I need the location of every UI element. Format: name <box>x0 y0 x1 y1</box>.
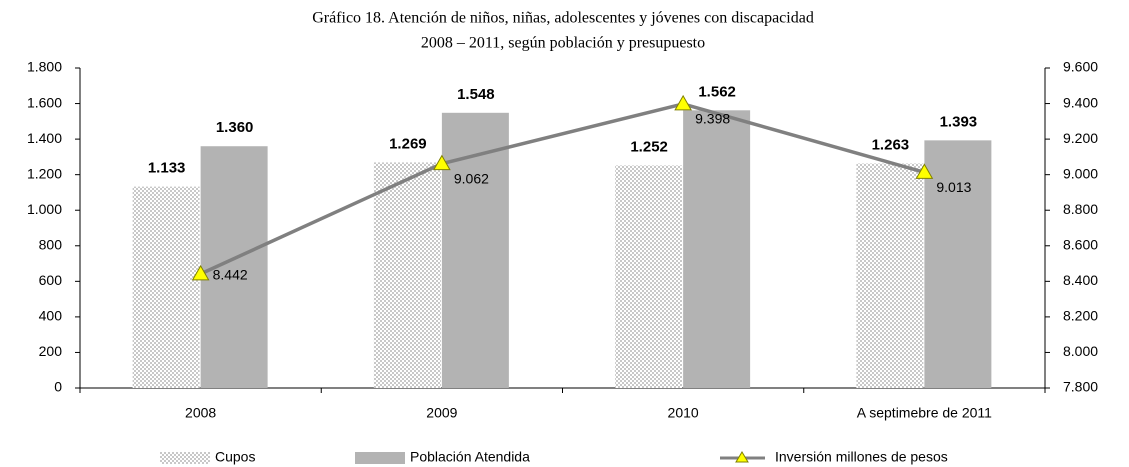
legend-label: Inversión millones de pesos <box>775 449 948 465</box>
y-tick-label: 1.600 <box>27 94 62 110</box>
data-label: 1.263 <box>872 136 910 153</box>
y-tick-label: 200 <box>39 343 63 359</box>
y2-tick-label: 8.400 <box>1063 272 1098 288</box>
bar <box>683 110 751 389</box>
data-label: 1.360 <box>216 119 254 136</box>
y-tick-label: 0 <box>54 379 62 395</box>
y-tick-label: 800 <box>39 236 63 252</box>
bar <box>373 162 441 388</box>
bar <box>441 112 509 389</box>
y2-tick-label: 8.600 <box>1063 236 1098 252</box>
legend-swatch <box>160 452 210 464</box>
y-tick-label: 1.000 <box>27 201 62 217</box>
marker <box>191 264 210 281</box>
data-label: 1.548 <box>457 86 495 103</box>
legend-swatch <box>355 452 405 464</box>
bar <box>924 140 992 388</box>
y-tick-label: 1.800 <box>27 59 62 75</box>
marker <box>915 163 934 179</box>
data-label: 1.562 <box>698 83 736 100</box>
y2-tick-label: 8.000 <box>1063 343 1098 359</box>
x-tick-label: 2009 <box>426 405 457 421</box>
data-label: 1.252 <box>630 138 668 155</box>
y2-tick-label: 7.800 <box>1063 379 1098 395</box>
y-tick-label: 1.200 <box>27 165 62 181</box>
chart-title: Gráfico 18. Atención de niños, niñas, ad… <box>312 10 814 27</box>
y2-tick-label: 9.000 <box>1063 165 1098 181</box>
data-label: 1.393 <box>940 113 978 130</box>
bar <box>132 186 200 388</box>
line-label: 9.398 <box>695 111 730 127</box>
chart-subtitle: 2008 – 2011, según población y presupues… <box>421 35 705 52</box>
bar <box>856 163 924 388</box>
legend-label: Población Atendida <box>410 449 530 465</box>
line <box>199 102 925 276</box>
marker <box>433 154 451 171</box>
data-label: 1.133 <box>148 160 186 177</box>
y2-tick-label: 8.200 <box>1063 308 1098 324</box>
y2-tick-label: 9.200 <box>1063 130 1098 146</box>
x-tick-label: 2008 <box>185 405 216 421</box>
bar <box>615 165 683 388</box>
y-tick-label: 400 <box>39 308 63 324</box>
y-tick-label: 1.400 <box>27 130 62 146</box>
x-tick-label: 2010 <box>668 405 699 421</box>
legend-marker <box>735 451 749 463</box>
line-label: 9.013 <box>936 179 971 195</box>
line-label: 9.062 <box>454 170 489 186</box>
marker <box>674 94 692 111</box>
y2-tick-label: 9.600 <box>1063 59 1098 75</box>
y-tick-label: 600 <box>39 272 63 288</box>
x-tick-label: A septimebre de 2011 <box>857 405 992 421</box>
y2-tick-label: 8.800 <box>1063 201 1098 217</box>
legend-label: Cupos <box>215 449 255 465</box>
line-label: 8.442 <box>213 267 248 283</box>
data-label: 1.269 <box>389 135 427 152</box>
y2-tick-label: 9.400 <box>1063 94 1098 110</box>
